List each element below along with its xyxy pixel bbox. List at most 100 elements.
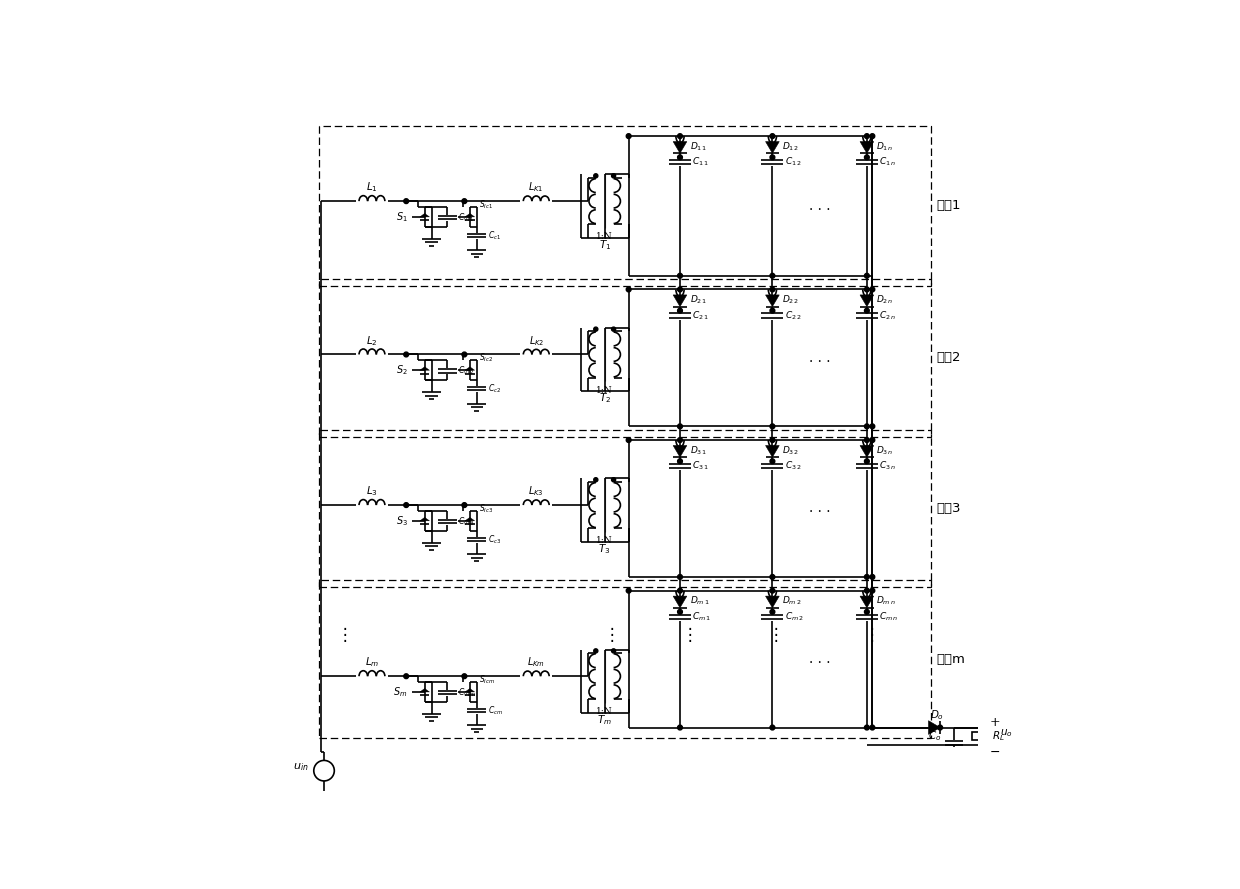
Circle shape bbox=[937, 725, 942, 730]
Circle shape bbox=[677, 437, 682, 443]
Text: +: + bbox=[990, 716, 1001, 729]
Circle shape bbox=[864, 725, 869, 730]
Circle shape bbox=[677, 424, 682, 428]
Text: $C_{c3}$: $C_{c3}$ bbox=[487, 533, 501, 546]
Circle shape bbox=[770, 424, 775, 428]
Text: $C_{3\,1}$: $C_{3\,1}$ bbox=[692, 460, 709, 472]
Text: $C_{m\,n}$: $C_{m\,n}$ bbox=[879, 611, 898, 623]
Text: $C_{1\,1}$: $C_{1\,1}$ bbox=[692, 156, 709, 168]
Circle shape bbox=[611, 477, 615, 482]
Circle shape bbox=[611, 173, 615, 178]
Text: $R_L$: $R_L$ bbox=[992, 729, 1004, 743]
Circle shape bbox=[864, 273, 869, 278]
Circle shape bbox=[864, 155, 869, 160]
Text: $S_{m}$: $S_{m}$ bbox=[393, 685, 408, 699]
Text: $S_{Ic1}$: $S_{Ic1}$ bbox=[480, 198, 494, 211]
Polygon shape bbox=[673, 295, 687, 307]
Text: $C_{m\,2}$: $C_{m\,2}$ bbox=[785, 611, 804, 623]
Text: $S_{Ic2}$: $S_{Ic2}$ bbox=[480, 352, 494, 364]
Circle shape bbox=[870, 725, 874, 730]
Polygon shape bbox=[420, 367, 429, 370]
Text: 模块1: 模块1 bbox=[936, 199, 961, 212]
Text: . . .: . . . bbox=[808, 199, 831, 213]
Circle shape bbox=[770, 155, 775, 160]
Text: $D_{2\,2}$: $D_{2\,2}$ bbox=[782, 293, 800, 306]
Circle shape bbox=[677, 589, 682, 593]
Text: $S_{1}$: $S_{1}$ bbox=[396, 210, 408, 224]
Text: ⋮: ⋮ bbox=[336, 626, 353, 645]
Text: $u_{in}$: $u_{in}$ bbox=[294, 761, 309, 773]
Circle shape bbox=[677, 273, 682, 278]
Text: $L_{K1}$: $L_{K1}$ bbox=[528, 180, 544, 195]
Text: $D_{3\,1}$: $D_{3\,1}$ bbox=[689, 444, 707, 457]
Text: 1:N: 1:N bbox=[596, 708, 613, 717]
Circle shape bbox=[770, 574, 775, 580]
Text: . . .: . . . bbox=[808, 501, 831, 516]
Text: $D_o$: $D_o$ bbox=[930, 709, 944, 722]
Text: $C_{vT2}$: $C_{vT2}$ bbox=[459, 364, 475, 377]
Text: ⋮: ⋮ bbox=[682, 626, 698, 645]
Polygon shape bbox=[861, 141, 874, 153]
Circle shape bbox=[611, 327, 615, 332]
Text: $C_{vTm}$: $C_{vTm}$ bbox=[459, 686, 477, 699]
Text: 模块2: 模块2 bbox=[936, 351, 961, 364]
Text: $L_{1}$: $L_{1}$ bbox=[366, 180, 378, 195]
Circle shape bbox=[770, 133, 775, 139]
Text: $L_{2}$: $L_{2}$ bbox=[366, 334, 378, 348]
Text: $C_{1\,n}$: $C_{1\,n}$ bbox=[879, 156, 897, 168]
Text: $L_{K2}$: $L_{K2}$ bbox=[528, 334, 544, 348]
Text: ⋮: ⋮ bbox=[863, 626, 880, 645]
Circle shape bbox=[677, 610, 682, 614]
Circle shape bbox=[864, 424, 869, 428]
Text: $D_{1\,1}$: $D_{1\,1}$ bbox=[689, 140, 707, 153]
Circle shape bbox=[594, 477, 598, 482]
Circle shape bbox=[870, 133, 874, 139]
Text: 模块m: 模块m bbox=[936, 653, 966, 666]
Text: $C_{m\,1}$: $C_{m\,1}$ bbox=[692, 611, 712, 623]
Circle shape bbox=[864, 308, 869, 313]
Circle shape bbox=[594, 649, 598, 653]
Circle shape bbox=[864, 459, 869, 464]
Circle shape bbox=[870, 589, 874, 593]
Circle shape bbox=[870, 287, 874, 292]
Circle shape bbox=[626, 437, 631, 443]
Circle shape bbox=[404, 199, 408, 204]
Circle shape bbox=[677, 459, 682, 464]
Text: $L_{K3}$: $L_{K3}$ bbox=[528, 485, 544, 499]
Circle shape bbox=[864, 437, 869, 443]
Text: ⋮: ⋮ bbox=[603, 626, 620, 645]
Text: $L_{m}$: $L_{m}$ bbox=[365, 655, 379, 669]
Polygon shape bbox=[861, 295, 874, 307]
Circle shape bbox=[677, 308, 682, 313]
Circle shape bbox=[677, 133, 682, 139]
Polygon shape bbox=[765, 445, 779, 457]
Circle shape bbox=[770, 459, 775, 464]
Text: $D_{2\,n}$: $D_{2\,n}$ bbox=[877, 293, 894, 306]
Circle shape bbox=[404, 352, 408, 356]
Text: $C_o$: $C_o$ bbox=[928, 729, 941, 743]
Text: $T_{1}$: $T_{1}$ bbox=[599, 238, 611, 252]
Polygon shape bbox=[861, 597, 874, 608]
Circle shape bbox=[594, 327, 598, 332]
Circle shape bbox=[770, 437, 775, 443]
Text: . . .: . . . bbox=[808, 653, 831, 666]
Circle shape bbox=[463, 352, 466, 356]
Text: $D_{m\,1}$: $D_{m\,1}$ bbox=[689, 595, 709, 607]
Text: $L_{Km}$: $L_{Km}$ bbox=[527, 655, 546, 669]
Polygon shape bbox=[465, 688, 475, 692]
Circle shape bbox=[404, 502, 408, 508]
Polygon shape bbox=[673, 141, 687, 153]
Circle shape bbox=[677, 155, 682, 160]
Circle shape bbox=[404, 674, 408, 678]
Circle shape bbox=[770, 308, 775, 313]
Text: $C_{cm}$: $C_{cm}$ bbox=[487, 704, 502, 717]
Text: $C_{vT1}$: $C_{vT1}$ bbox=[459, 212, 475, 224]
Circle shape bbox=[864, 610, 869, 614]
Polygon shape bbox=[465, 517, 475, 521]
Text: 1:N: 1:N bbox=[596, 536, 613, 545]
Text: $u_o$: $u_o$ bbox=[1001, 727, 1013, 739]
Polygon shape bbox=[673, 445, 687, 457]
Circle shape bbox=[770, 589, 775, 593]
Text: $C_{vT3}$: $C_{vT3}$ bbox=[459, 516, 475, 528]
Text: $T_{2}$: $T_{2}$ bbox=[599, 391, 611, 405]
